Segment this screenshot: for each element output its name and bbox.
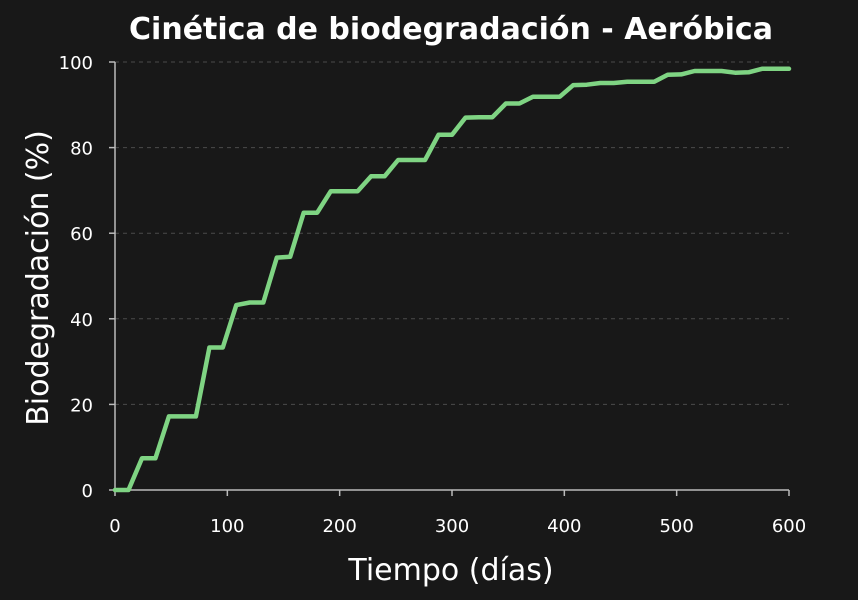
y-tick-label: 0 (82, 481, 93, 502)
x-tick-label: 500 (659, 516, 693, 537)
x-tick-label: 0 (109, 516, 120, 537)
y-tick-label: 20 (70, 395, 93, 416)
grid-layer (115, 61, 789, 405)
chart-title: Cinética de biodegradación - Aeróbica (129, 12, 773, 47)
y-tick-label: 40 (70, 310, 93, 331)
x-tick-label: 400 (547, 516, 581, 537)
y-tick-label: 80 (70, 139, 93, 160)
x-tick-label: 300 (435, 516, 469, 537)
y-tick-label: 60 (70, 224, 93, 245)
x-tick-label: 200 (322, 516, 356, 537)
series-line (112, 66, 792, 493)
x-tick-label: 600 (772, 516, 806, 537)
series-layer (112, 66, 792, 493)
x-axis-label: Tiempo (días) (347, 553, 553, 588)
y-axis-label: Biodegradación (%) (21, 130, 56, 426)
x-tick-label: 100 (210, 516, 244, 537)
y-tick-label: 100 (59, 53, 93, 74)
ticks-layer: 0 100 200 300 400 500 600 0 20 40 60 80 100 (59, 53, 807, 537)
